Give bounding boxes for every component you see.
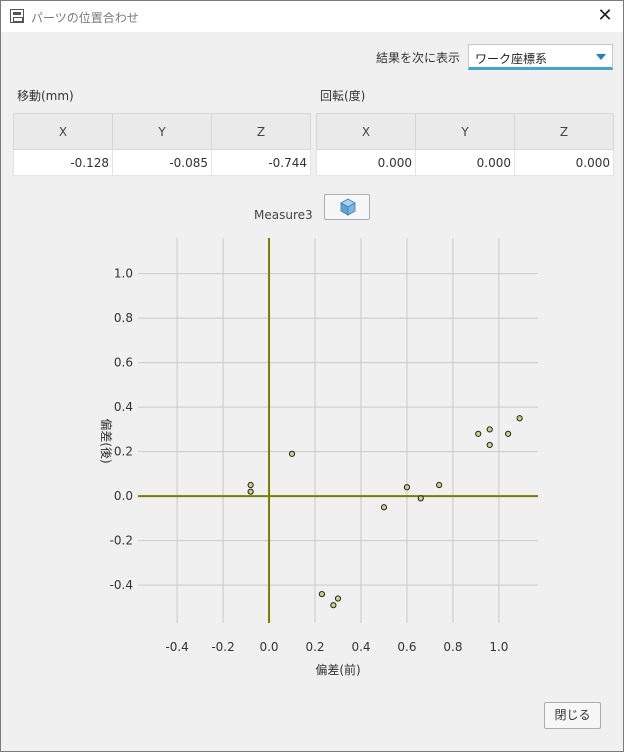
data-point [330, 602, 337, 609]
x-tick-label: 0.2 [305, 640, 324, 654]
data-point [475, 430, 482, 437]
data-point [403, 484, 411, 491]
translation-header-y: Y [112, 113, 212, 150]
data-point [247, 488, 254, 495]
y-tick-label: -0.2 [110, 534, 133, 548]
measure-button[interactable] [324, 194, 370, 220]
y-tick-label: 0.8 [114, 311, 133, 325]
y-tick-label: 0.6 [114, 356, 133, 370]
measure-name: Measure3 [254, 208, 313, 222]
y-tick-label: 0.4 [114, 400, 133, 414]
translation-value-x: -0.128 [13, 149, 113, 176]
coordinate-system-select[interactable]: ワーク座標系 [468, 44, 613, 70]
dropdown-value: ワーク座標系 [475, 52, 548, 66]
display-label: 結果を次に表示 [376, 51, 461, 65]
data-point [516, 415, 523, 422]
rotation-value-z: 0.000 [514, 149, 614, 176]
x-tick-label: 0.4 [351, 640, 370, 654]
data-point [505, 430, 512, 437]
y-tick-label: 0.2 [114, 445, 133, 459]
translation-header-z: Z [211, 113, 311, 150]
data-point [380, 504, 388, 511]
data-point [436, 481, 443, 489]
data-point [318, 590, 326, 598]
x-tick-label: 0.8 [443, 640, 462, 654]
x-tick-label: -0.2 [211, 640, 234, 654]
translation-label: 移動(mm) [17, 89, 74, 103]
close-button[interactable]: 閉じる [544, 702, 601, 729]
data-point [486, 426, 493, 433]
x-tick-label: 0.6 [397, 640, 416, 654]
rotation-value-y: 0.000 [415, 149, 515, 176]
x-tick-label: 1.0 [489, 640, 508, 654]
x-axis-label: 偏差(前) [315, 662, 360, 677]
chevron-down-icon [596, 54, 606, 60]
data-point [247, 481, 254, 489]
app-icon [10, 9, 24, 23]
y-tick-label: 0.0 [114, 489, 133, 503]
y-axis-label: 偏差(後) [99, 418, 114, 463]
x-tick-label: 0.0 [259, 640, 278, 654]
measure-cube-icon [340, 198, 356, 216]
rotation-header-z: Z [514, 113, 614, 150]
rotation-header-y: Y [415, 113, 515, 150]
y-tick-label: 1.0 [114, 267, 133, 281]
title-bar: パーツの位置合わせ ✕ [1, 1, 623, 32]
translation-table: X Y Z -0.128 -0.085 -0.744 [13, 113, 311, 176]
x-tick-label: -0.4 [165, 640, 188, 654]
deviation-scatter-chart: -0.4 -0.2 0.0 0.2 0.4 0.6 0.8 1.0 -0.4 -0.2 0.0 0.2… [99, 238, 538, 677]
data-point [486, 441, 493, 449]
rotation-label: 回転(度) [320, 89, 366, 103]
y-tick-label: -0.4 [110, 578, 133, 592]
data-point [334, 595, 342, 602]
close-icon[interactable]: ✕ [597, 5, 613, 26]
window-title: パーツの位置合わせ [31, 11, 139, 25]
rotation-header-x: X [316, 113, 416, 150]
translation-value-z: -0.744 [211, 149, 311, 176]
data-point [288, 450, 296, 457]
translation-value-y: -0.085 [112, 149, 212, 176]
rotation-value-x: 0.000 [316, 149, 416, 176]
rotation-table: X Y Z 0.000 0.000 0.000 [316, 113, 614, 176]
data-point [417, 495, 424, 502]
